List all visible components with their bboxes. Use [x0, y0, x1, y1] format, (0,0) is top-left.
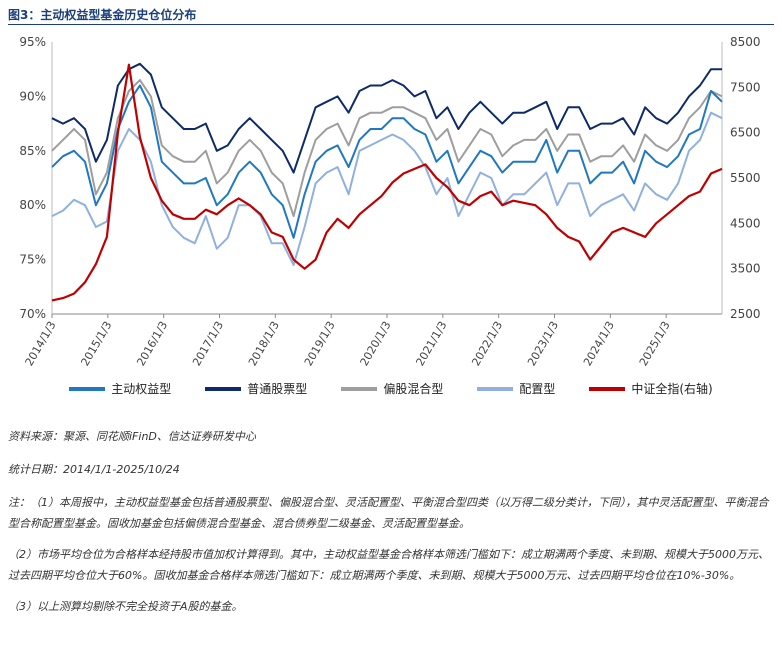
legend-label: 主动权益型: [111, 382, 172, 396]
legend-item-3: 配置型: [477, 380, 555, 397]
legend-label: 普通股票型: [247, 382, 308, 396]
y-left-tick-label: 85%: [19, 144, 46, 158]
legend-label: 配置型: [519, 382, 556, 396]
note-1: 注：（1）本周报中，主动权益型基金包括普通股票型、偏股混合型、灵活配置型、平衡混…: [8, 496, 769, 530]
series-line-2: [51, 79, 723, 218]
legend-item-4: 中证全指(右轴): [589, 380, 713, 397]
x-tick-label: 2024/1/3: [581, 319, 617, 368]
x-tick-label: 2022/1/3: [469, 319, 505, 368]
legend-item-1: 普通股票型: [205, 380, 307, 397]
line-chart: 95% 90% 85% 80% 75% 70% 8500 7500 6500 5500 4500 35…: [19, 35, 761, 368]
y-right-tick-label: 3500: [730, 262, 761, 276]
x-tick-label: 2017/1/3: [190, 319, 226, 368]
chart-title: 图3：主动权益型基金历史仓位分布: [8, 8, 197, 22]
y-left-tick-label: 90%: [19, 89, 46, 103]
x-tick-label: 2016/1/3: [134, 319, 170, 368]
series-line-0: [51, 84, 723, 239]
y-left-tick-label: 70%: [19, 307, 46, 321]
source-note: 资料来源：聚源、同花顺iFinD、信达证券研发中心: [8, 430, 256, 443]
x-tick-label: 2021/1/3: [413, 319, 449, 368]
legend-label: 中证全指(右轴): [631, 382, 713, 396]
legend-item-2: 偏股混合型: [341, 380, 443, 397]
x-tick-label: 2015/1/3: [78, 319, 114, 368]
y-right-tick-label: 5500: [730, 171, 761, 185]
x-tick-label: 2020/1/3: [358, 319, 394, 368]
y-left-tick-label: 80%: [19, 198, 46, 212]
y-right-tick-label: 4500: [730, 216, 761, 230]
series-line-4: [51, 63, 723, 302]
x-tick-label: 2014/1/3: [23, 319, 59, 368]
title-rule: [8, 24, 774, 25]
x-tick-label: 2025/1/3: [637, 319, 673, 368]
legend-swatch: [69, 386, 106, 391]
y-right-tick-label: 7500: [730, 80, 761, 94]
series-line-3: [51, 111, 723, 266]
legend-swatch: [205, 386, 242, 391]
chart-legend: 主动权益型 普通股票型 偏股混合型 配置型 中证全指(右轴): [0, 380, 782, 397]
legend-item-0: 主动权益型: [69, 380, 171, 397]
note-3: （3）以上测算均剔除不完全投资于A股的基金。: [8, 600, 243, 613]
y-right-tick-label: 6500: [730, 126, 761, 140]
x-tick-label: 2019/1/3: [302, 319, 338, 368]
legend-swatch: [341, 386, 378, 391]
y-right-tick-label: 2500: [730, 307, 761, 321]
y-right-tick-label: 8500: [730, 35, 761, 49]
legend-swatch: [477, 386, 514, 391]
legend-label: 偏股混合型: [383, 382, 444, 396]
x-tick-label: 2023/1/3: [525, 319, 561, 368]
series-line-1: [51, 62, 722, 174]
legend-swatch: [589, 386, 626, 391]
date-note: 统计日期：2014/1/1-2025/10/24: [8, 463, 180, 476]
x-tick-label: 2018/1/3: [246, 319, 282, 368]
notes-block: 资料来源：聚源、同花顺iFinD、信达证券研发中心 统计日期：2014/1/1-…: [8, 426, 774, 617]
y-left-tick-label: 95%: [19, 35, 46, 49]
y-left-tick-label: 75%: [19, 253, 46, 267]
note-2: （2）市场平均仓位为合格样本经持股市值加权计算得到。其中，主动权益型基金合格样本…: [8, 548, 769, 582]
